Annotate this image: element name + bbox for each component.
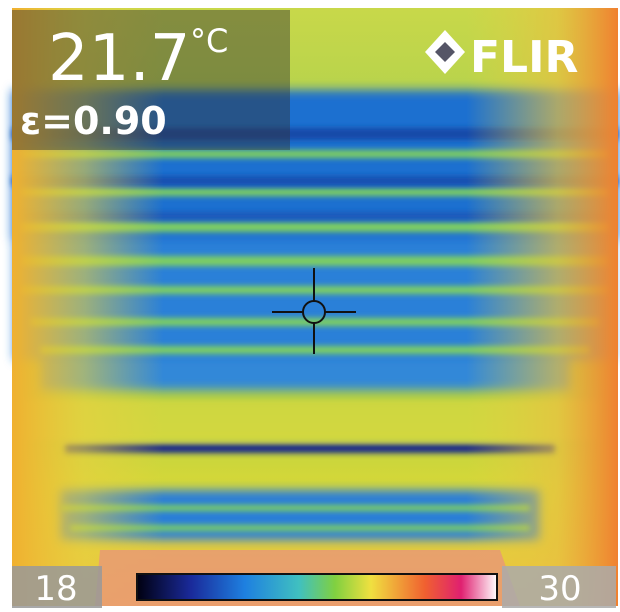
color-scale bbox=[136, 573, 498, 601]
scale-max: 30 bbox=[538, 569, 581, 609]
warm-edges bbox=[12, 8, 618, 606]
flir-logo-icon bbox=[425, 30, 465, 74]
temperature: 21.7 bbox=[48, 22, 191, 96]
scale-min-box bbox=[12, 566, 102, 608]
reading-panel bbox=[12, 10, 290, 150]
temperature-unit: °C bbox=[190, 22, 228, 60]
scale-min: 18 bbox=[34, 569, 77, 609]
crosshair bbox=[272, 268, 356, 354]
scale-max-box bbox=[502, 566, 616, 608]
emissivity: ε=0.90 bbox=[20, 99, 167, 143]
brand: FLIR bbox=[470, 32, 578, 83]
